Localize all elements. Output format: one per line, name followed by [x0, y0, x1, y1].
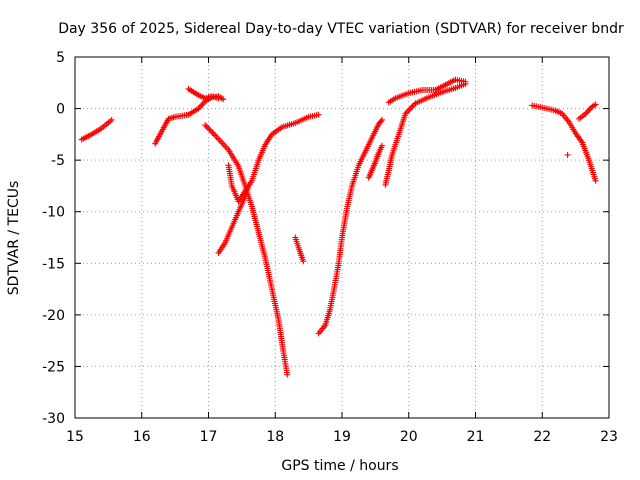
x-tick-label: 22	[533, 429, 551, 445]
data-point	[592, 101, 599, 108]
data-point	[409, 103, 416, 110]
y-tick-label: -20	[42, 308, 65, 324]
series-arc7	[292, 234, 307, 265]
data-point	[582, 110, 589, 117]
x-tick-label: 17	[200, 429, 218, 445]
data-point	[315, 111, 322, 118]
data-point	[587, 104, 594, 111]
y-tick-label: -10	[42, 205, 65, 221]
data-point	[206, 126, 213, 133]
x-axis-label: GPS time / hours	[281, 458, 398, 474]
data-point	[203, 123, 210, 130]
x-tick-label: 18	[266, 429, 284, 445]
data-point	[198, 102, 205, 109]
series-arc11	[385, 76, 469, 106]
data-point	[379, 116, 386, 123]
data-point	[195, 105, 202, 112]
x-tick-label: 21	[467, 429, 485, 445]
y-axis-label: SDTVAR / TECUs	[6, 181, 22, 296]
x-tick-label: 15	[66, 429, 84, 445]
series-arc4	[202, 122, 291, 378]
data-point	[210, 130, 217, 137]
data-point	[196, 104, 203, 111]
data-point	[205, 125, 212, 132]
series-arc13	[564, 151, 571, 158]
y-tick-label: 5	[56, 50, 65, 66]
data-point	[564, 151, 571, 158]
y-tick-label: -5	[51, 153, 65, 169]
data-series	[78, 76, 599, 378]
data-point	[585, 107, 592, 114]
data-point	[405, 107, 412, 114]
data-point	[583, 109, 590, 116]
series-arc1	[78, 116, 115, 143]
data-point	[592, 177, 599, 184]
data-point	[406, 106, 413, 113]
series-arc9	[365, 142, 386, 181]
data-point	[215, 95, 222, 102]
data-point	[377, 118, 384, 125]
series-arc2	[152, 93, 227, 147]
y-tick-label: 0	[56, 102, 65, 118]
series-arc10	[382, 80, 469, 188]
series-arc14	[575, 101, 599, 122]
data-point	[200, 99, 207, 106]
series-arc12	[529, 102, 599, 184]
data-point	[202, 122, 209, 129]
series-arc5	[225, 111, 322, 205]
data-point	[586, 106, 593, 113]
data-point	[209, 129, 216, 136]
data-point	[199, 101, 206, 108]
series-arc6	[215, 182, 252, 256]
x-tick-label: 20	[400, 429, 418, 445]
y-tick-label: -25	[42, 359, 65, 375]
series-arc8	[315, 116, 386, 337]
data-point	[284, 371, 291, 378]
chart-title: Day 356 of 2025, Sidereal Day-to-day VTE…	[58, 21, 624, 37]
y-tick-label: -30	[42, 411, 65, 427]
data-point	[220, 96, 227, 103]
x-tick-label: 16	[133, 429, 151, 445]
data-point	[379, 142, 386, 149]
data-point	[462, 78, 469, 85]
grid-lines	[75, 57, 609, 418]
data-point	[245, 182, 252, 189]
series-arc3	[185, 85, 222, 102]
data-point	[108, 116, 115, 123]
y-tick-label: -15	[42, 256, 65, 272]
axis-ticks: 15 16 17 18 19 20 21 22 23 5 0 -5 -10 -15 -20 -25 -30	[42, 50, 618, 445]
x-tick-label: 19	[333, 429, 351, 445]
data-point	[300, 258, 307, 265]
x-tick-label: 23	[600, 429, 618, 445]
